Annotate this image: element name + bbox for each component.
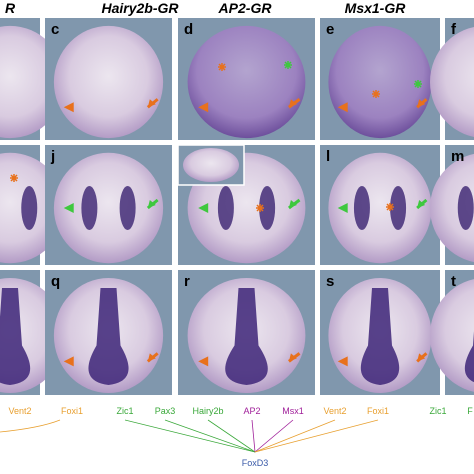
regulation-line bbox=[254, 419, 294, 453]
regulation-line bbox=[124, 419, 256, 453]
asterisk bbox=[256, 204, 264, 212]
stain bbox=[457, 186, 474, 230]
regulation-line bbox=[0, 419, 61, 433]
panel-label: m bbox=[451, 148, 464, 165]
gene-label: Pax3 bbox=[155, 406, 176, 416]
panel-label: t bbox=[451, 273, 456, 290]
asterisk bbox=[284, 61, 292, 69]
gene-label: Zic1 bbox=[116, 406, 133, 416]
arrowhead bbox=[288, 99, 297, 108]
stain bbox=[88, 288, 129, 385]
gene-label: Msx1 bbox=[282, 406, 304, 416]
column-header: Hairy2b-GR bbox=[101, 0, 179, 16]
stain bbox=[217, 186, 234, 230]
panel-label: l bbox=[326, 148, 330, 165]
embryo bbox=[53, 25, 164, 139]
arrowhead bbox=[198, 203, 209, 213]
stain bbox=[464, 331, 474, 382]
arrowhead bbox=[337, 102, 348, 113]
column-header: AP2-GR bbox=[218, 0, 273, 16]
asterisk bbox=[372, 90, 380, 98]
arrowhead bbox=[147, 200, 156, 208]
asterisk bbox=[386, 203, 394, 211]
stain bbox=[360, 288, 400, 385]
embryo bbox=[53, 152, 164, 264]
regulation-line bbox=[164, 419, 256, 453]
asterisk bbox=[414, 80, 422, 88]
arrowhead bbox=[417, 99, 426, 108]
arrowhead bbox=[147, 99, 156, 108]
column-header: Msx1-GR bbox=[345, 0, 407, 16]
panel-label: r bbox=[184, 273, 190, 290]
embryo bbox=[430, 27, 474, 137]
arrowhead bbox=[288, 200, 297, 208]
stain bbox=[353, 186, 370, 230]
gene-label: Foxi1 bbox=[367, 406, 389, 416]
gene-label: AP2 bbox=[243, 406, 260, 416]
stain bbox=[21, 186, 38, 230]
stain bbox=[0, 288, 31, 385]
regulation-line bbox=[251, 419, 256, 453]
stain bbox=[259, 186, 276, 230]
panel-label: j bbox=[50, 148, 55, 165]
gene-label: F bbox=[467, 406, 473, 416]
arrowhead bbox=[417, 353, 426, 362]
arrowhead bbox=[147, 353, 156, 362]
asterisk bbox=[10, 174, 18, 182]
panel-label: q bbox=[51, 273, 60, 290]
arrowhead bbox=[63, 356, 74, 367]
arrowhead bbox=[288, 353, 297, 362]
panel-label: s bbox=[326, 273, 334, 290]
embryo bbox=[430, 153, 474, 263]
target-label: FoxD3 bbox=[242, 458, 269, 468]
arrowhead bbox=[337, 356, 348, 367]
gene-label: Vent2 bbox=[323, 406, 346, 416]
stain bbox=[119, 186, 136, 230]
arrowhead bbox=[337, 203, 348, 213]
panel-label: d bbox=[184, 21, 193, 38]
arrowhead bbox=[417, 200, 426, 208]
panel-label: e bbox=[326, 21, 334, 38]
arrowhead bbox=[63, 203, 74, 213]
regulation-line bbox=[254, 419, 379, 453]
regulation-line bbox=[207, 419, 256, 453]
gene-label: Zic1 bbox=[429, 406, 446, 416]
gene-label: Vent2 bbox=[8, 406, 31, 416]
gene-label: Hairy2b bbox=[192, 406, 223, 416]
panel-label: c bbox=[51, 21, 59, 38]
stain bbox=[81, 186, 98, 230]
column-header: R bbox=[5, 0, 16, 16]
arrowhead bbox=[198, 102, 209, 113]
embryo bbox=[328, 25, 432, 139]
panel-label: f bbox=[451, 21, 457, 38]
asterisk bbox=[218, 63, 226, 71]
gene-label: Foxi1 bbox=[61, 406, 83, 416]
stain bbox=[225, 288, 268, 385]
embryo bbox=[183, 148, 239, 182]
embryo bbox=[328, 152, 432, 264]
embryo bbox=[187, 25, 306, 139]
stain bbox=[390, 186, 407, 230]
arrowhead bbox=[63, 102, 74, 113]
embryo bbox=[430, 279, 474, 392]
arrowhead bbox=[198, 356, 209, 367]
regulation-line bbox=[254, 419, 336, 453]
